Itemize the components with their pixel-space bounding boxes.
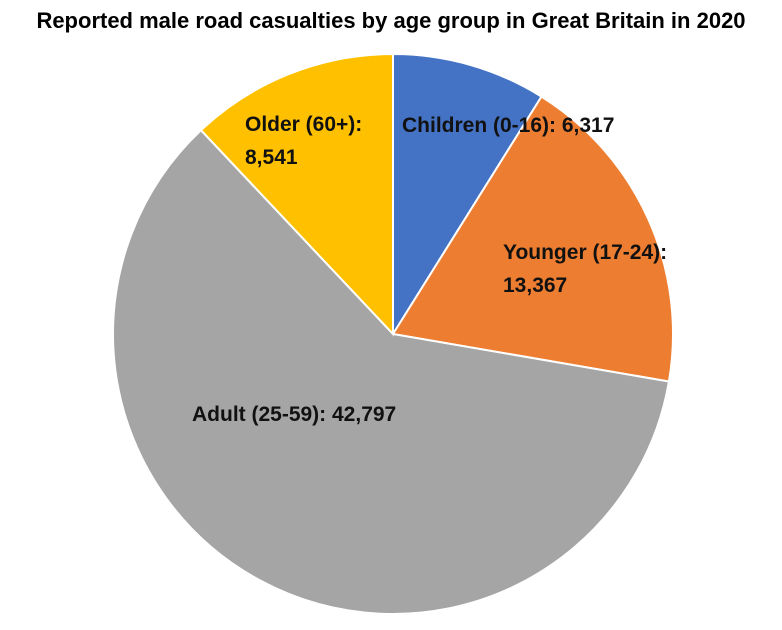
pie-slice-older	[199, 52, 394, 337]
pie-slice-younger	[391, 95, 674, 383]
data-label-older: Older (60+): 8,541	[245, 113, 362, 169]
data-label-adult: Adult (25-59): 42,797	[192, 403, 396, 426]
chart-title: Reported male road casualties by age gro…	[36, 8, 746, 33]
pie-slice-children	[392, 52, 543, 338]
labels-layer: Children (0-16): 6,317 Younger (17-24): 13…	[192, 113, 667, 426]
pie-slice-adult	[112, 128, 671, 615]
data-label-children: Children (0-16): 6,317	[402, 114, 614, 137]
data-label-younger: Younger (17-24): 13,367	[503, 241, 667, 297]
slices-layer	[112, 52, 674, 615]
